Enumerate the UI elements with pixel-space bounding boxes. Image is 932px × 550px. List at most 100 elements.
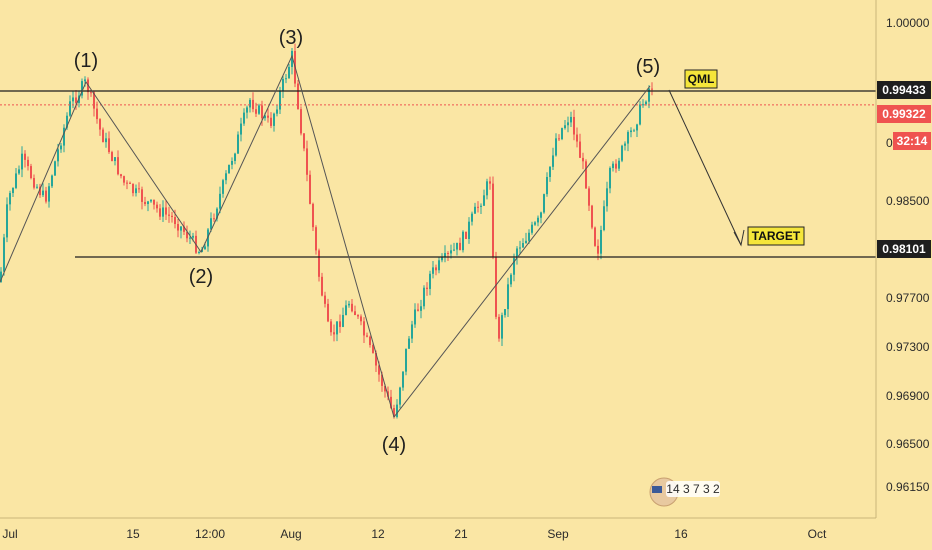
candle-body xyxy=(594,227,596,246)
candle-body xyxy=(147,201,149,205)
candle-body xyxy=(336,321,338,335)
candle-body xyxy=(156,204,158,209)
candle-body xyxy=(198,252,200,254)
flag-canton xyxy=(652,486,662,493)
candle-body xyxy=(603,206,605,230)
candle-body xyxy=(399,387,401,405)
qml-box[interactable]: QML xyxy=(684,69,718,89)
candle-body xyxy=(33,178,35,188)
candle-body xyxy=(645,101,647,105)
candle-body xyxy=(105,138,107,143)
candle-body xyxy=(81,81,83,96)
candle-body xyxy=(600,229,602,254)
candle-body xyxy=(189,237,191,239)
candle-body xyxy=(351,303,353,312)
wave-label-4[interactable]: (4) xyxy=(382,434,406,456)
x-tick-21: 21 xyxy=(454,527,468,541)
candle-body xyxy=(570,116,572,123)
candle-body xyxy=(333,332,335,335)
candle-body xyxy=(216,208,218,219)
candle-body xyxy=(339,321,341,327)
candle-body xyxy=(264,115,266,119)
wave-label-3[interactable]: (3) xyxy=(279,27,303,49)
projection-arrow[interactable] xyxy=(668,89,742,246)
wave-labels: (1) (2) (3) (4) (5) xyxy=(74,27,660,456)
x-tick-15: 15 xyxy=(126,527,140,541)
target-box-bg xyxy=(747,226,805,246)
candle-body xyxy=(93,92,95,109)
candle-body xyxy=(228,164,230,174)
candle-body xyxy=(420,306,422,311)
elliott-wave-path[interactable] xyxy=(0,54,651,419)
candle-body xyxy=(27,159,29,167)
candle-body xyxy=(21,153,23,170)
candle-body xyxy=(288,66,290,79)
candle-body xyxy=(132,183,134,194)
candle-body xyxy=(423,287,425,307)
price-tag-target-text: 0.98101 xyxy=(882,242,926,256)
y-tick-0.97300: 0.97300 xyxy=(886,340,930,354)
candle-body xyxy=(501,315,503,339)
candle-body xyxy=(306,148,308,175)
candle-body xyxy=(324,295,326,304)
candle-body xyxy=(222,180,224,194)
candle-body xyxy=(393,408,395,417)
y-tick-0.96150: 0.96150 xyxy=(886,480,930,494)
price-axis[interactable]: 1.00000 0 0.98500 0.97700 0.97300 0.9690… xyxy=(877,16,931,494)
candle-body xyxy=(111,152,113,162)
y-tick-0.98500: 0.98500 xyxy=(886,194,930,208)
candle-body xyxy=(525,240,527,244)
x-tick-oct: Oct xyxy=(808,527,827,541)
candle-body xyxy=(567,122,569,126)
price-tag-current-bg xyxy=(877,105,931,123)
candle-body xyxy=(507,284,509,310)
candle-body xyxy=(621,145,623,161)
candle-body xyxy=(291,50,293,67)
candle-body xyxy=(6,204,8,238)
candle-body xyxy=(447,253,449,255)
time-axis[interactable]: Jul 15 12:00 Aug 12 21 Sep 16 Oct xyxy=(2,527,827,541)
candle-body xyxy=(639,104,641,125)
candle-body xyxy=(537,217,539,223)
candle-body xyxy=(240,123,242,135)
candle-body xyxy=(165,207,167,215)
candle-body xyxy=(390,396,392,409)
countdown-tag-text: 32:14 xyxy=(897,134,928,148)
candle-body xyxy=(591,205,593,228)
candle-body xyxy=(150,199,152,202)
candle-body xyxy=(549,166,551,177)
y-tick-1.00000: 1.00000 xyxy=(886,16,930,30)
wave-label-1[interactable]: (1) xyxy=(74,50,98,72)
candle-body xyxy=(126,182,128,184)
candle-body xyxy=(12,187,14,194)
candle-body xyxy=(381,374,383,386)
target-box[interactable]: TARGET xyxy=(747,226,805,246)
candle-body xyxy=(309,174,311,204)
candle-body xyxy=(246,107,248,113)
candle-body xyxy=(378,365,380,375)
wave-label-5[interactable]: (5) xyxy=(636,56,660,78)
candle-body xyxy=(315,227,317,251)
candle-body xyxy=(642,104,644,106)
candle-body xyxy=(444,253,446,258)
candle-body xyxy=(342,314,344,327)
candle-body xyxy=(297,83,299,110)
candle-body xyxy=(519,247,521,249)
x-tick-jul: Jul xyxy=(2,527,17,541)
candle-body xyxy=(141,189,143,202)
watermark-box xyxy=(666,481,720,497)
candle-body xyxy=(453,249,455,251)
candle-body xyxy=(123,176,125,183)
candle-body xyxy=(129,182,131,184)
candle-body xyxy=(636,124,638,131)
candle-body xyxy=(630,130,632,133)
candle-body xyxy=(24,153,26,160)
candle-body xyxy=(186,231,188,239)
candle-body xyxy=(609,168,611,189)
candle-body xyxy=(414,309,416,325)
x-tick-16: 16 xyxy=(674,527,688,541)
wave-label-2[interactable]: (2) xyxy=(189,266,213,288)
candle-body xyxy=(102,129,104,143)
